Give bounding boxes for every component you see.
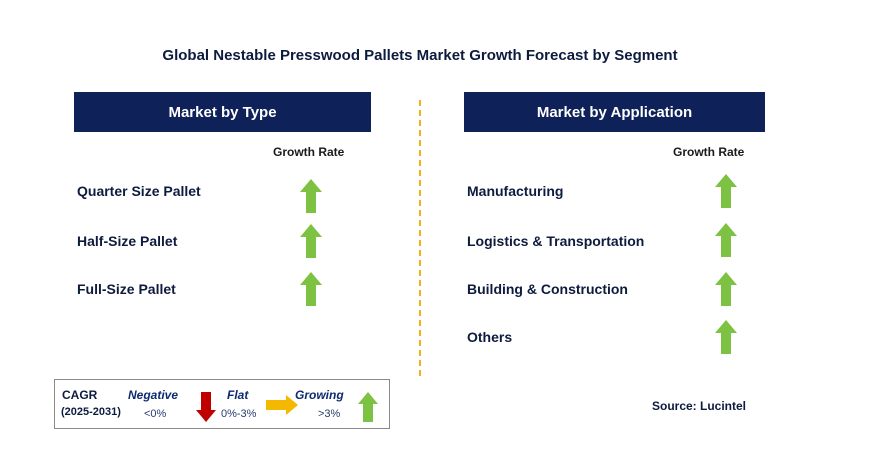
application-item-manufacturing: Manufacturing [467, 183, 564, 199]
type-item-full-size-pallet: Full-Size Pallet [77, 281, 176, 297]
growing-arrow-icon [300, 224, 322, 258]
page-title: Global Nestable Presswood Pallets Market… [162, 47, 678, 64]
application-growth-rate-label: Growth Rate [673, 145, 745, 159]
legend-growing-range: >3% [318, 408, 341, 420]
growing-arrow-icon [358, 392, 378, 422]
negative-arrow-icon [196, 392, 216, 422]
type-item-half-size-pallet: Half-Size Pallet [77, 233, 178, 249]
growing-arrow-icon [715, 174, 737, 208]
flat-arrow-icon [266, 395, 298, 415]
panel-divider [419, 100, 421, 376]
application-item-building-construction: Building & Construction [467, 281, 628, 297]
source-label: Source: Lucintel [652, 399, 747, 413]
growing-arrow-icon [715, 223, 737, 257]
type-item-quarter-size-pallet: Quarter Size Pallet [77, 183, 201, 199]
type-growth-rate-label: Growth Rate [273, 145, 345, 159]
legend-growing-label: Growing [295, 388, 344, 402]
legend-flat-range: 0%-3% [221, 408, 257, 420]
cagr-legend: CAGR (2025-2031) Negative <0% Flat 0%-3%… [54, 379, 390, 429]
growing-arrow-icon [715, 272, 737, 306]
growing-arrow-icon [715, 320, 737, 354]
legend-negative-range: <0% [144, 408, 167, 420]
application-item-others: Others [467, 329, 513, 345]
legend-cagr-label: CAGR [62, 388, 98, 402]
legend-flat-label: Flat [227, 388, 249, 402]
type-panel-header: Market by Type [74, 92, 371, 132]
growing-arrow-icon [300, 179, 322, 213]
growing-arrow-icon [300, 272, 322, 306]
application-item-logistics-transportation: Logistics & Transportation [467, 233, 645, 249]
legend-period: (2025-2031) [61, 406, 121, 418]
legend-negative-label: Negative [128, 388, 179, 402]
application-panel-header: Market by Application [464, 92, 765, 132]
